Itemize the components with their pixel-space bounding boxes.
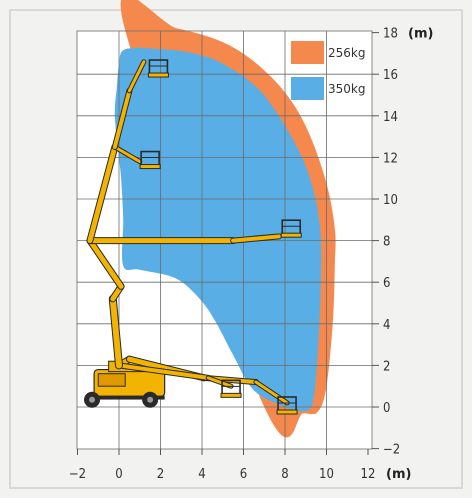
chassis-bumper bbox=[94, 395, 165, 400]
legend: 256kg 350kg bbox=[291, 41, 365, 100]
x-tick-label: 10 bbox=[319, 467, 334, 482]
arm-e bbox=[127, 60, 146, 93]
basket-max-height-floor bbox=[147, 72, 169, 78]
y-tick-label: 10 bbox=[383, 193, 398, 208]
legend-swatch-256kg bbox=[291, 41, 324, 64]
plot-border bbox=[76, 30, 373, 450]
basket-upper-mid-floor bbox=[139, 164, 161, 170]
basket-below-ground-floor bbox=[276, 409, 298, 415]
envelope-350kg bbox=[114, 47, 322, 412]
y-tick-label: 16 bbox=[383, 68, 398, 83]
axes: −2 0 2 4 6 8 10 12 (m) −2 0 2 4 6 8 10 12 14 16 18 (m) bbox=[69, 27, 434, 482]
hub-0 bbox=[89, 396, 96, 403]
y-tick-label: 18 bbox=[383, 27, 398, 42]
legend-swatch-350kg bbox=[291, 77, 324, 100]
x-tick-label: 2 bbox=[157, 467, 164, 482]
basket-low-mid-floor bbox=[220, 392, 242, 398]
x-tick-label: 4 bbox=[198, 467, 205, 482]
frame-border bbox=[9, 9, 463, 489]
y-tick-label: −2 bbox=[383, 443, 400, 458]
legend-label-256kg: 256kg bbox=[328, 46, 365, 60]
jib-c bbox=[231, 234, 281, 243]
basket-max-outreach-floor bbox=[280, 232, 302, 238]
x-axis-unit: (m) bbox=[386, 467, 411, 482]
main-boom-b bbox=[117, 363, 211, 380]
x-tick-label: 0 bbox=[115, 467, 122, 482]
riser-upper bbox=[87, 238, 124, 289]
y-tick-label: 4 bbox=[383, 318, 390, 333]
x-tick-label: 12 bbox=[361, 467, 376, 482]
aerial-lift-drawing bbox=[84, 59, 302, 415]
y-tick-label: 0 bbox=[383, 401, 390, 416]
upper-boom-e bbox=[112, 88, 132, 149]
x-tick-label: 6 bbox=[240, 467, 247, 482]
y-axis-unit: (m) bbox=[408, 27, 433, 42]
arm-b bbox=[206, 376, 233, 388]
hub-1 bbox=[147, 396, 154, 403]
reach-envelopes bbox=[114, 0, 336, 438]
y-tick-label: 14 bbox=[383, 110, 398, 125]
y-tick-label: 8 bbox=[383, 235, 390, 250]
y-tick-label: 2 bbox=[383, 359, 390, 374]
arm-a bbox=[254, 380, 289, 405]
legend-label-350kg: 350kg bbox=[328, 82, 365, 96]
y-tick-label: 6 bbox=[383, 276, 390, 291]
x-tick-label: 8 bbox=[281, 467, 288, 482]
arm-d bbox=[113, 145, 142, 164]
lower-boom-riser bbox=[109, 295, 122, 369]
y-tick-label: 12 bbox=[383, 151, 398, 166]
x-tick-label: −2 bbox=[69, 467, 86, 482]
chassis-panel bbox=[97, 373, 126, 387]
main-boom-d bbox=[87, 144, 118, 244]
